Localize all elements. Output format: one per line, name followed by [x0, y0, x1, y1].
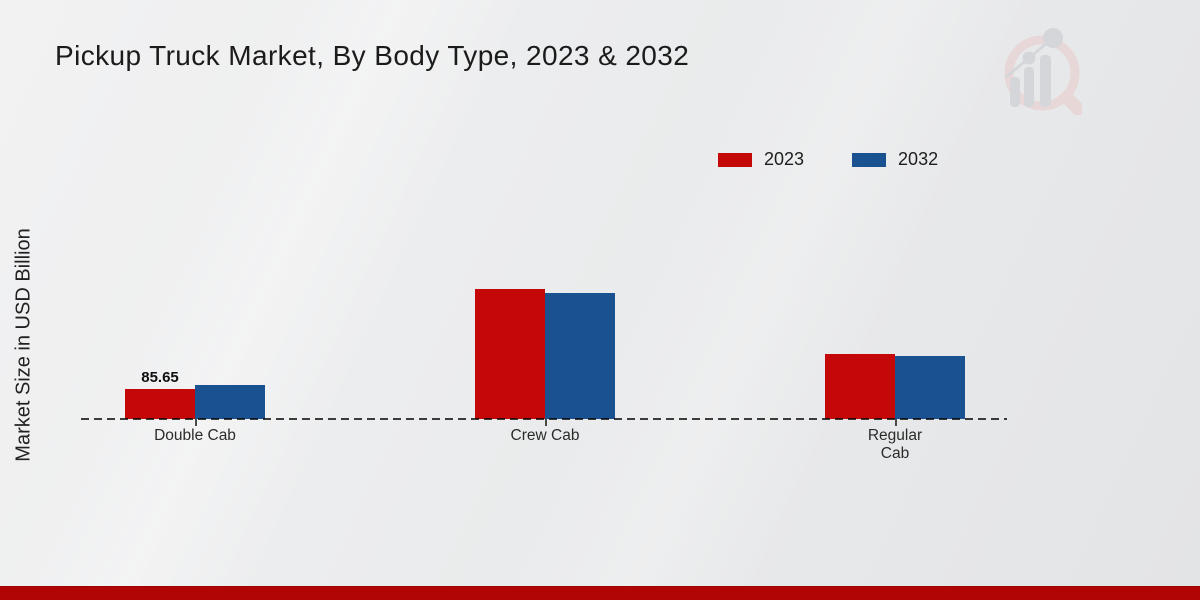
bar-2032-double-cab [195, 385, 265, 419]
legend-swatch-2023 [718, 152, 752, 167]
footer-accent-bar [0, 586, 1200, 600]
legend-item-2023: 2023 [718, 149, 804, 170]
x-axis-tick-regular-cab [895, 419, 897, 426]
bar-2023-regular-cab [825, 354, 895, 419]
legend: 2023 2032 [718, 149, 938, 170]
x-axis-tick-double-cab [195, 419, 197, 426]
value-label-double-cab: 85.65 [141, 369, 179, 386]
legend-label: 2032 [898, 149, 939, 169]
chart-title: Pickup Truck Market, By Body Type, 2023 … [55, 40, 690, 71]
x-axis-label-double-cab: Double Cab [154, 427, 236, 444]
bar-chart-icon [1005, 28, 1063, 107]
y-axis-label: Market Size in USD Billion [12, 228, 35, 462]
market-research-future-logo-watermark [1004, 28, 1082, 115]
bar-2032-crew-cab [545, 293, 615, 419]
bar-2023-crew-cab [475, 289, 545, 419]
bar-2032-regular-cab [895, 356, 965, 419]
x-axis-label-crew-cab: Crew Cab [510, 427, 580, 444]
x-axis-tick-crew-cab [545, 419, 547, 426]
legend-label: 2023 [764, 149, 805, 169]
legend-swatch-2032 [852, 152, 887, 167]
x-axis-label-regular-cab: Regular Cab [867, 427, 923, 462]
x-axis-baseline [81, 418, 1007, 420]
legend-item-2032: 2032 [852, 149, 938, 170]
bar-2023-double-cab [125, 389, 195, 419]
